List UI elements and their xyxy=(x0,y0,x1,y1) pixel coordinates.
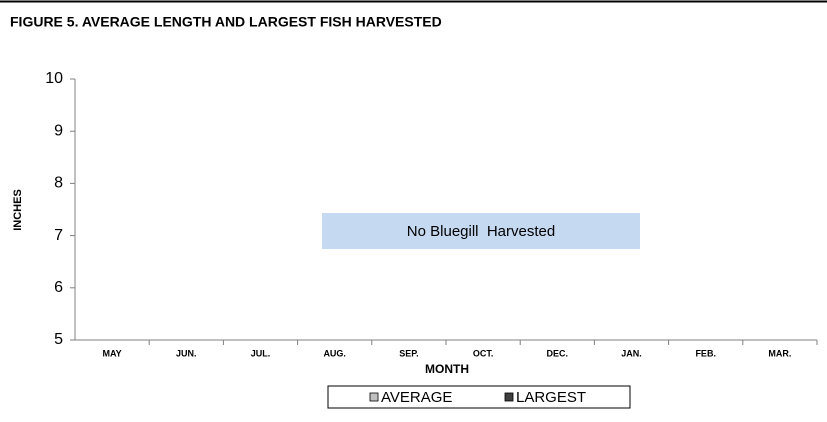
chart-title: FIGURE 5. AVERAGE LENGTH AND LARGEST FIS… xyxy=(10,14,442,30)
x-tick-label: AUG. xyxy=(323,348,346,358)
y-tick-label: 10 xyxy=(45,70,63,87)
y-tick-label: 8 xyxy=(54,175,63,192)
legend-swatch xyxy=(369,392,379,402)
annotation-box xyxy=(322,213,640,249)
y-tick-label: 7 xyxy=(54,227,63,244)
y-tick-label: 6 xyxy=(54,279,63,296)
x-axis-label: MONTH xyxy=(425,362,469,376)
x-tick-label: MAY xyxy=(103,348,122,358)
y-tick-label: 9 xyxy=(54,122,63,139)
x-tick-label: DEC. xyxy=(547,348,569,358)
legend-label: AVERAGE xyxy=(381,389,452,406)
y-tick-label: 5 xyxy=(54,331,63,348)
legend-swatch xyxy=(504,392,514,402)
annotation: No Bluegill Harvested xyxy=(407,223,555,240)
x-tick-label: OCT. xyxy=(473,348,494,358)
legend-box xyxy=(327,385,631,409)
x-tick-label: FEB. xyxy=(695,348,716,358)
x-tick-label: JAN. xyxy=(621,348,642,358)
x-tick-label: SEP. xyxy=(399,348,418,358)
x-tick-label: MAR. xyxy=(768,348,791,358)
x-tick-label: JUL. xyxy=(251,348,271,358)
x-tick-label: JUN. xyxy=(176,348,197,358)
y-axis-label: INCHES xyxy=(12,189,24,231)
legend-label: LARGEST xyxy=(516,389,586,406)
